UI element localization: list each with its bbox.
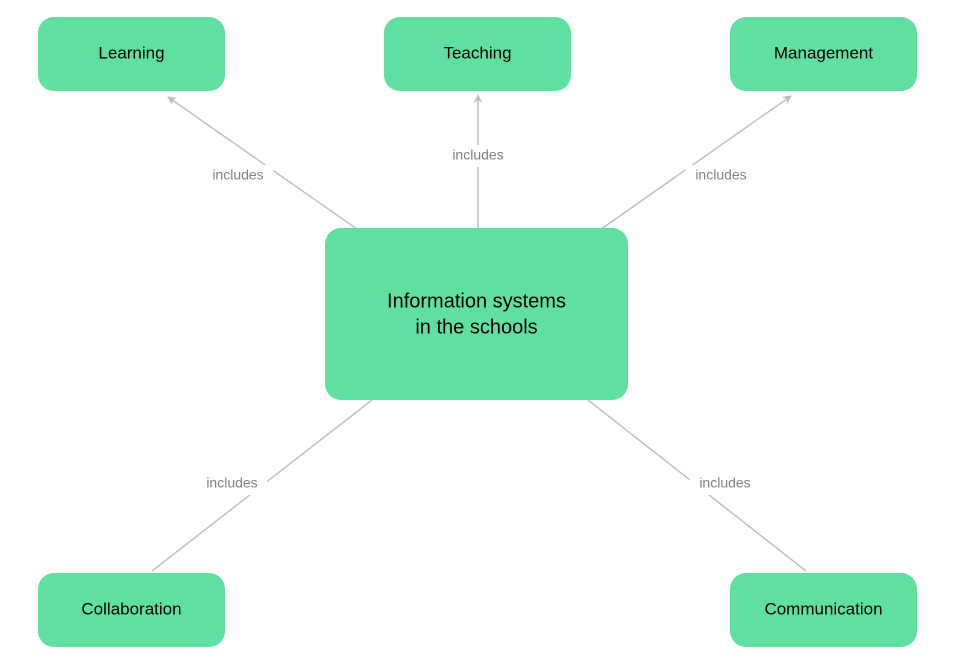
node-label: Learning bbox=[98, 43, 164, 62]
node-label-line2: in the schools bbox=[415, 316, 537, 338]
node-box bbox=[325, 228, 628, 400]
node-label: Teaching bbox=[443, 43, 511, 62]
node-label: Collaboration bbox=[81, 599, 181, 618]
node-collaboration: Collaboration bbox=[38, 573, 225, 647]
edge-label: includes bbox=[699, 475, 750, 491]
edge-label: includes bbox=[212, 167, 263, 183]
node-teaching: Teaching bbox=[384, 17, 571, 91]
edge-label: includes bbox=[452, 147, 503, 163]
node-center: Information systems in the schools bbox=[325, 228, 628, 400]
edge-line bbox=[168, 97, 384, 248]
edge-label: includes bbox=[206, 475, 257, 491]
edge-label: includes bbox=[695, 167, 746, 183]
node-learning: Learning bbox=[38, 17, 225, 91]
concept-map: includes includes includes includes includes… bbox=[0, 0, 955, 662]
node-label: Management bbox=[774, 43, 874, 62]
node-communication: Communication bbox=[730, 573, 917, 647]
node-label-line1: Information systems bbox=[387, 290, 566, 312]
node-label: Communication bbox=[764, 599, 882, 618]
node-management: Management bbox=[730, 17, 917, 91]
edge-line bbox=[574, 96, 791, 248]
